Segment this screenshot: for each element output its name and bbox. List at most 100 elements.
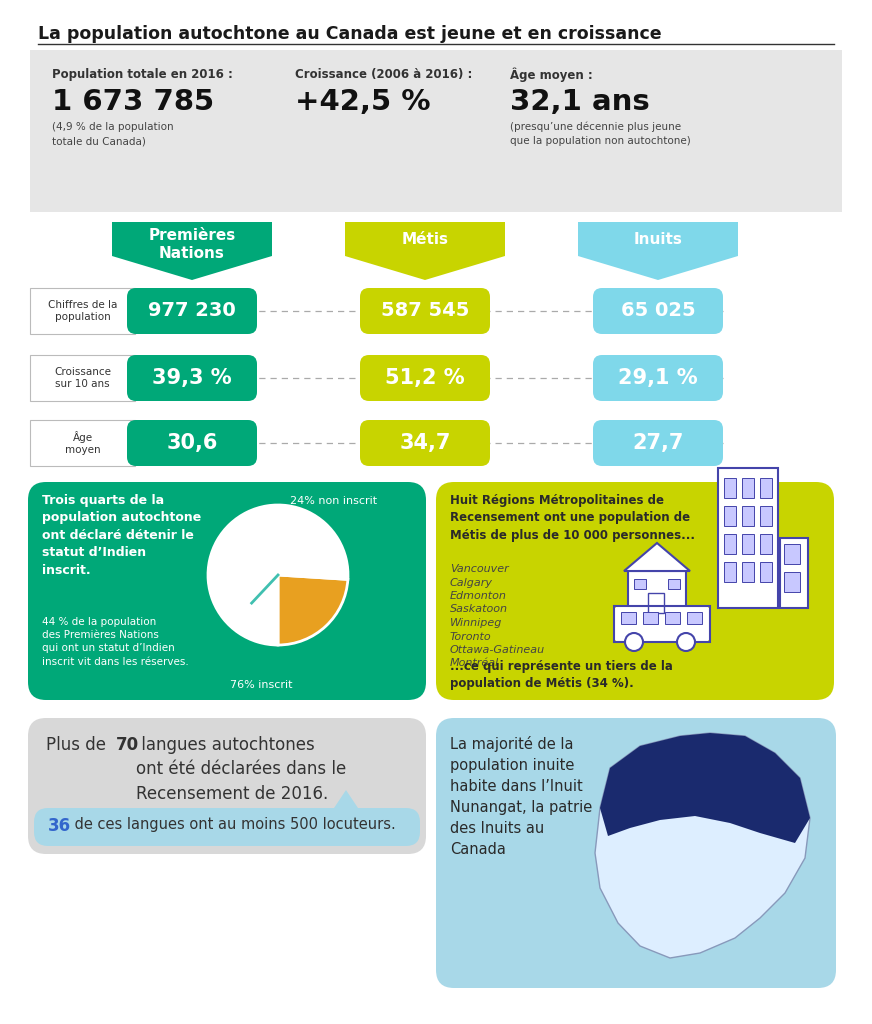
FancyBboxPatch shape xyxy=(360,420,490,466)
Bar xyxy=(687,612,702,624)
FancyBboxPatch shape xyxy=(127,420,257,466)
Text: 32,1 ans: 32,1 ans xyxy=(510,88,650,116)
Text: Trois quarts de la
population autochtone
ont déclaré détenir le
statut d’Indien
: Trois quarts de la population autochtone… xyxy=(42,494,201,577)
Text: 51,2 %: 51,2 % xyxy=(385,368,465,388)
Text: Croissance
sur 10 ans: Croissance sur 10 ans xyxy=(54,367,111,389)
FancyBboxPatch shape xyxy=(127,355,257,401)
Polygon shape xyxy=(666,748,705,768)
Polygon shape xyxy=(578,222,738,280)
Bar xyxy=(30,50,842,212)
Bar xyxy=(643,612,658,624)
Text: Saskatoon: Saskatoon xyxy=(450,604,508,614)
Polygon shape xyxy=(600,733,810,843)
Text: Âge
moyen: Âge moyen xyxy=(65,431,100,456)
Polygon shape xyxy=(334,790,358,808)
Wedge shape xyxy=(208,505,348,645)
Text: Inuits: Inuits xyxy=(634,232,683,247)
Bar xyxy=(634,579,646,589)
Text: Population totale en 2016 :: Population totale en 2016 : xyxy=(52,68,233,81)
Text: Chiffres de la
population: Chiffres de la population xyxy=(48,300,117,323)
Wedge shape xyxy=(278,575,348,645)
Polygon shape xyxy=(345,222,505,280)
FancyBboxPatch shape xyxy=(436,718,836,988)
Text: 65 025: 65 025 xyxy=(621,301,695,321)
Text: (presqu’une décennie plus jeune
que la population non autochtone): (presqu’une décennie plus jeune que la p… xyxy=(510,122,691,146)
Text: Toronto: Toronto xyxy=(450,632,492,641)
Bar xyxy=(742,478,754,498)
Bar xyxy=(621,612,636,624)
FancyBboxPatch shape xyxy=(593,355,723,401)
Text: La majorité de la
population inuite
habite dans l’Inuit
Nunangat, la patrie
des : La majorité de la population inuite habi… xyxy=(450,736,592,857)
Text: Montréal: Montréal xyxy=(450,658,500,669)
FancyBboxPatch shape xyxy=(34,808,420,846)
Text: de ces langues ont au moins 500 locuteurs.: de ces langues ont au moins 500 locuteur… xyxy=(70,817,396,831)
Bar xyxy=(784,544,800,564)
Bar xyxy=(30,420,135,466)
FancyBboxPatch shape xyxy=(436,482,834,700)
Bar xyxy=(742,506,754,526)
Bar xyxy=(724,534,736,554)
FancyBboxPatch shape xyxy=(593,420,723,466)
Polygon shape xyxy=(595,733,810,958)
Text: langues autochtones
ont été déclarées dans le
Recensement de 2016.: langues autochtones ont été déclarées da… xyxy=(136,736,346,803)
Text: Métis: Métis xyxy=(401,232,448,247)
Text: 36: 36 xyxy=(48,817,72,835)
Bar xyxy=(30,288,135,334)
Text: 70: 70 xyxy=(116,736,140,754)
Bar xyxy=(718,468,778,608)
Text: 587 545: 587 545 xyxy=(381,301,469,321)
Text: 1 673 785: 1 673 785 xyxy=(52,88,215,116)
Text: Winnipeg: Winnipeg xyxy=(450,618,502,628)
Bar xyxy=(668,579,680,589)
Text: Croissance (2006 à 2016) :: Croissance (2006 à 2016) : xyxy=(295,68,473,81)
Bar xyxy=(628,571,686,613)
Text: (4,9 % de la population
totale du Canada): (4,9 % de la population totale du Canada… xyxy=(52,122,174,146)
FancyBboxPatch shape xyxy=(614,606,710,642)
Text: 27,7: 27,7 xyxy=(632,433,684,453)
Bar xyxy=(780,538,808,608)
Bar xyxy=(760,534,772,554)
Bar xyxy=(648,593,664,613)
Text: 44 % de la population
des Premières Nations
qui ont un statut d’Indien
inscrit v: 44 % de la population des Premières Nati… xyxy=(42,617,188,667)
Text: Vancouver: Vancouver xyxy=(450,564,508,574)
Text: 34,7: 34,7 xyxy=(399,433,451,453)
FancyBboxPatch shape xyxy=(360,355,490,401)
Text: Âge moyen :: Âge moyen : xyxy=(510,68,593,83)
Text: 76% inscrit: 76% inscrit xyxy=(230,680,292,690)
Text: 29,1 %: 29,1 % xyxy=(618,368,698,388)
FancyBboxPatch shape xyxy=(28,718,426,854)
Bar xyxy=(760,506,772,526)
Text: Huit Régions Métropolitaines de
Recensement ont une population de
Métis de plus : Huit Régions Métropolitaines de Recensem… xyxy=(450,494,695,542)
Polygon shape xyxy=(624,543,690,571)
FancyBboxPatch shape xyxy=(593,288,723,334)
Bar xyxy=(665,612,680,624)
Circle shape xyxy=(625,633,643,651)
Bar xyxy=(760,478,772,498)
Bar xyxy=(742,562,754,582)
Text: Ottawa-Gatineau: Ottawa-Gatineau xyxy=(450,645,545,655)
Text: Calgary: Calgary xyxy=(450,578,493,588)
Bar xyxy=(742,534,754,554)
Circle shape xyxy=(677,633,695,651)
FancyBboxPatch shape xyxy=(360,288,490,334)
Text: ...ce qui représente un tiers de la
population de Métis (34 %).: ...ce qui représente un tiers de la popu… xyxy=(450,660,673,690)
Text: Plus de: Plus de xyxy=(46,736,112,754)
FancyBboxPatch shape xyxy=(28,482,426,700)
Bar xyxy=(784,572,800,592)
Polygon shape xyxy=(112,222,272,280)
Text: 39,3 %: 39,3 % xyxy=(153,368,232,388)
Bar xyxy=(614,606,710,642)
Bar xyxy=(760,562,772,582)
Text: +42,5 %: +42,5 % xyxy=(295,88,431,116)
Bar xyxy=(724,506,736,526)
Bar xyxy=(724,478,736,498)
Bar xyxy=(724,562,736,582)
FancyBboxPatch shape xyxy=(127,288,257,334)
Text: La population autochtone au Canada est jeune et en croissance: La population autochtone au Canada est j… xyxy=(38,25,662,43)
Text: Edmonton: Edmonton xyxy=(450,591,507,601)
Text: 24% non inscrit: 24% non inscrit xyxy=(290,496,377,506)
Text: Premières
Nations: Premières Nations xyxy=(148,228,235,261)
Text: 30,6: 30,6 xyxy=(167,433,218,453)
Bar xyxy=(30,355,135,401)
Text: 977 230: 977 230 xyxy=(148,301,235,321)
